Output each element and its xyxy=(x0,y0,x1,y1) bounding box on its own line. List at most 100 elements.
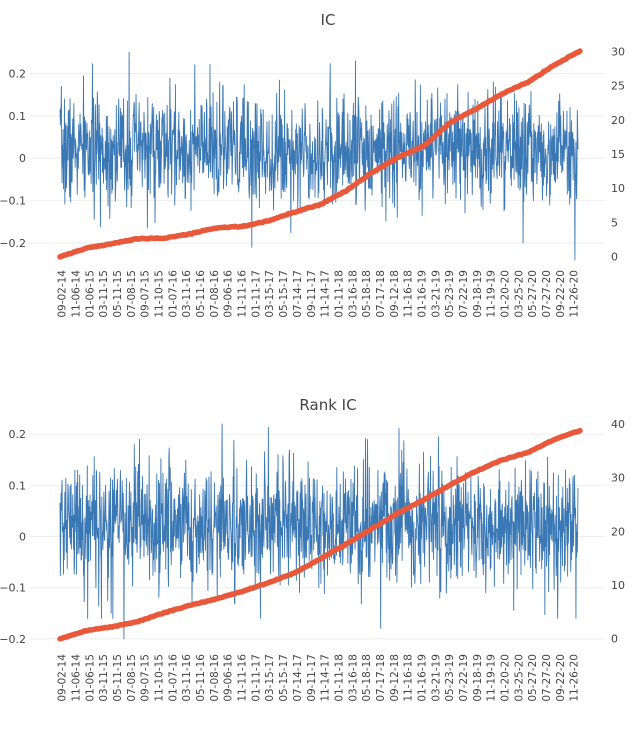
y-tick-label: −0.1 xyxy=(0,195,26,208)
x-tick-label: 11-11-16 xyxy=(237,654,249,702)
x-tick-label: 09-02-14 xyxy=(57,270,69,318)
x-tick-label: 03-11-15 xyxy=(98,654,110,702)
cumulative-series-line xyxy=(57,427,583,642)
x-tick-label: 11-06-14 xyxy=(71,654,83,702)
x-tick-label: 05-18-18 xyxy=(361,270,373,318)
x-tick-label: 05-15-17 xyxy=(278,270,290,318)
y2-tick-label: 0 xyxy=(611,251,618,264)
x-tick-label: 01-07-16 xyxy=(167,654,179,702)
x-tick-label: 01-16-19 xyxy=(416,654,428,702)
x-tick-label: 01-11-18 xyxy=(333,654,345,702)
x-tick-label: 05-18-18 xyxy=(361,654,373,702)
x-tick-label: 09-06-16 xyxy=(223,270,235,318)
x-tick-label: 11-11-16 xyxy=(237,270,249,318)
x-tick-label: 01-11-17 xyxy=(250,270,262,318)
x-tick-label: 07-22-19 xyxy=(458,654,470,702)
x-tick-label: 09-12-18 xyxy=(389,270,401,318)
x-tick-label: 03-21-19 xyxy=(430,654,442,702)
x-tick-label: 07-17-18 xyxy=(375,270,387,318)
y2-tick-label: 10 xyxy=(611,579,625,592)
x-tick-label: 09-22-20 xyxy=(555,270,567,318)
x-tick-label: 07-22-19 xyxy=(458,270,470,318)
x-tick-label: 09-06-16 xyxy=(223,654,235,702)
y-tick-label: 0.1 xyxy=(9,479,27,492)
x-tick-label: 05-11-16 xyxy=(195,270,207,318)
x-tick-label: 01-06-15 xyxy=(84,270,96,318)
x-tick-label: 09-18-19 xyxy=(472,270,484,318)
x-tick-label: 09-02-14 xyxy=(57,654,69,702)
y2-tick-label: 10 xyxy=(611,182,625,195)
x-tick-label: 03-11-16 xyxy=(181,270,193,318)
y2-tick-label: 0 xyxy=(611,633,618,646)
x-tick-label: 03-16-18 xyxy=(347,654,359,702)
x-tick-label: 11-14-17 xyxy=(320,270,332,318)
x-tick-label: 05-11-15 xyxy=(112,654,124,702)
x-tick-label: 07-08-15 xyxy=(126,270,138,318)
x-tick-label: 05-11-16 xyxy=(195,654,207,702)
x-tick-label: 01-20-20 xyxy=(499,654,511,702)
x-tick-label: 11-19-19 xyxy=(486,654,498,702)
x-tick-label: 11-16-18 xyxy=(403,654,415,702)
x-tick-label: 09-11-17 xyxy=(306,654,318,702)
x-tick-label: 09-22-20 xyxy=(555,654,567,702)
x-tick-label: 05-15-17 xyxy=(278,654,290,702)
x-tick-label: 11-06-14 xyxy=(71,270,83,318)
x-tick-label: 03-15-17 xyxy=(264,270,276,318)
x-tick-label: 03-11-16 xyxy=(181,654,193,702)
daily-series-line xyxy=(59,51,579,261)
y-tick-label: 0.1 xyxy=(9,110,27,123)
x-tick-label: 01-11-18 xyxy=(333,270,345,318)
x-tick-label: 03-16-18 xyxy=(347,270,359,318)
x-tick-label: 03-11-15 xyxy=(98,270,110,318)
chart-title: Rank IC xyxy=(299,396,356,414)
y2-tick-label: 30 xyxy=(611,45,625,58)
y-tick-label: 0.2 xyxy=(9,67,27,80)
y2-tick-label: 20 xyxy=(611,525,625,538)
x-tick-label: 03-21-19 xyxy=(430,270,442,318)
y2-tick-label: 25 xyxy=(611,80,625,93)
x-tick-label: 01-11-17 xyxy=(250,654,262,702)
x-tick-label: 09-11-17 xyxy=(306,270,318,318)
x-tick-label: 09-07-15 xyxy=(140,270,152,318)
x-tick-label: 11-19-19 xyxy=(486,270,498,318)
x-tick-label: 09-12-18 xyxy=(389,654,401,702)
x-tick-label: 03-15-17 xyxy=(264,654,276,702)
y2-tick-label: 5 xyxy=(611,216,618,229)
x-tick-label: 07-14-17 xyxy=(292,270,304,318)
x-tick-label: 07-27-20 xyxy=(541,270,553,318)
x-tick-label: 01-20-20 xyxy=(499,270,511,318)
x-tick-label: 07-08-16 xyxy=(209,654,221,702)
x-tick-label: 01-06-15 xyxy=(84,654,96,702)
x-tick-label: 05-23-19 xyxy=(444,270,456,318)
x-tick-label: 11-10-15 xyxy=(154,270,166,318)
x-tick-label: 11-16-18 xyxy=(403,270,415,318)
x-tick-label: 07-08-15 xyxy=(126,654,138,702)
y2-tick-label: 30 xyxy=(611,472,625,485)
y-tick-label: −0.1 xyxy=(0,582,26,595)
x-tick-label: 07-08-16 xyxy=(209,270,221,318)
y-tick-label: −0.2 xyxy=(0,237,26,250)
x-tick-label: 07-17-18 xyxy=(375,654,387,702)
cumulative-series-line xyxy=(57,48,583,260)
x-tick-label: 11-14-17 xyxy=(320,654,332,702)
y2-tick-label: 40 xyxy=(611,418,625,431)
x-tick-label: 09-07-15 xyxy=(140,654,152,702)
x-tick-label: 11-26-20 xyxy=(569,654,581,702)
x-tick-label: 05-11-15 xyxy=(112,270,124,318)
daily-series-line xyxy=(59,423,579,640)
y2-tick-label: 15 xyxy=(611,148,625,161)
x-tick-label: 01-07-16 xyxy=(167,270,179,318)
x-tick-label: 07-14-17 xyxy=(292,654,304,702)
x-tick-label: 11-10-15 xyxy=(154,654,166,702)
y-tick-label: −0.2 xyxy=(0,633,26,646)
x-tick-label: 03-25-20 xyxy=(513,654,525,702)
y-tick-label: 0 xyxy=(19,152,26,165)
x-tick-label: 05-27-20 xyxy=(527,654,539,702)
x-tick-label: 05-23-19 xyxy=(444,654,456,702)
chart-title: IC xyxy=(321,11,336,29)
x-tick-label: 03-25-20 xyxy=(513,270,525,318)
x-tick-label: 05-27-20 xyxy=(527,270,539,318)
x-tick-label: 07-27-20 xyxy=(541,654,553,702)
